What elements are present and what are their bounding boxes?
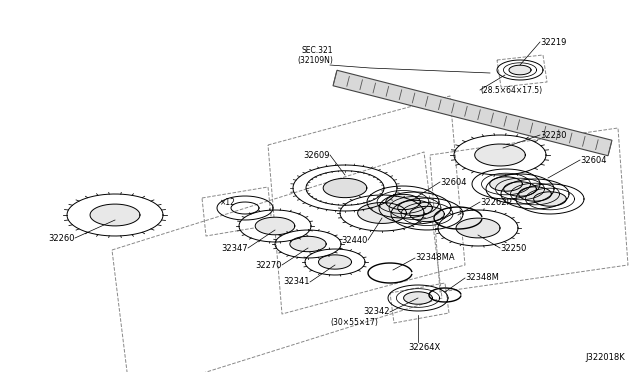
Ellipse shape	[255, 217, 295, 235]
Ellipse shape	[490, 177, 522, 191]
Ellipse shape	[504, 182, 536, 196]
Text: ×12: ×12	[220, 198, 236, 206]
Ellipse shape	[358, 203, 406, 224]
Ellipse shape	[404, 292, 433, 304]
Text: (32109N): (32109N)	[297, 55, 333, 64]
Ellipse shape	[456, 218, 500, 238]
Text: 32270: 32270	[255, 260, 282, 269]
Ellipse shape	[90, 204, 140, 226]
Text: 32219: 32219	[540, 38, 566, 46]
Text: 32250: 32250	[500, 244, 526, 253]
Text: (28.5×64×17.5): (28.5×64×17.5)	[480, 86, 542, 94]
Text: 32604: 32604	[440, 177, 467, 186]
Text: 32230: 32230	[540, 131, 566, 140]
Text: 32341: 32341	[284, 278, 310, 286]
Text: 32348M: 32348M	[465, 273, 499, 282]
Text: 32604: 32604	[580, 155, 607, 164]
Ellipse shape	[386, 194, 420, 210]
Ellipse shape	[518, 187, 551, 201]
Text: 32609: 32609	[303, 151, 330, 160]
Polygon shape	[333, 70, 612, 156]
Text: 32342: 32342	[364, 308, 390, 317]
Text: 32440: 32440	[342, 235, 368, 244]
Text: 32348MA: 32348MA	[415, 253, 454, 263]
Ellipse shape	[509, 65, 531, 75]
Ellipse shape	[290, 236, 326, 252]
Ellipse shape	[319, 255, 351, 269]
Text: 32260: 32260	[49, 234, 75, 243]
Text: 32262P: 32262P	[480, 198, 511, 206]
Ellipse shape	[475, 144, 525, 166]
Ellipse shape	[397, 200, 432, 216]
Text: (30×55×17): (30×55×17)	[330, 317, 378, 327]
Ellipse shape	[410, 206, 444, 222]
Text: 32347: 32347	[221, 244, 248, 253]
Ellipse shape	[323, 178, 367, 198]
Text: J322018K: J322018K	[585, 353, 625, 362]
Ellipse shape	[534, 192, 566, 206]
Text: 32264X: 32264X	[408, 343, 440, 353]
Text: SEC.321: SEC.321	[302, 45, 333, 55]
